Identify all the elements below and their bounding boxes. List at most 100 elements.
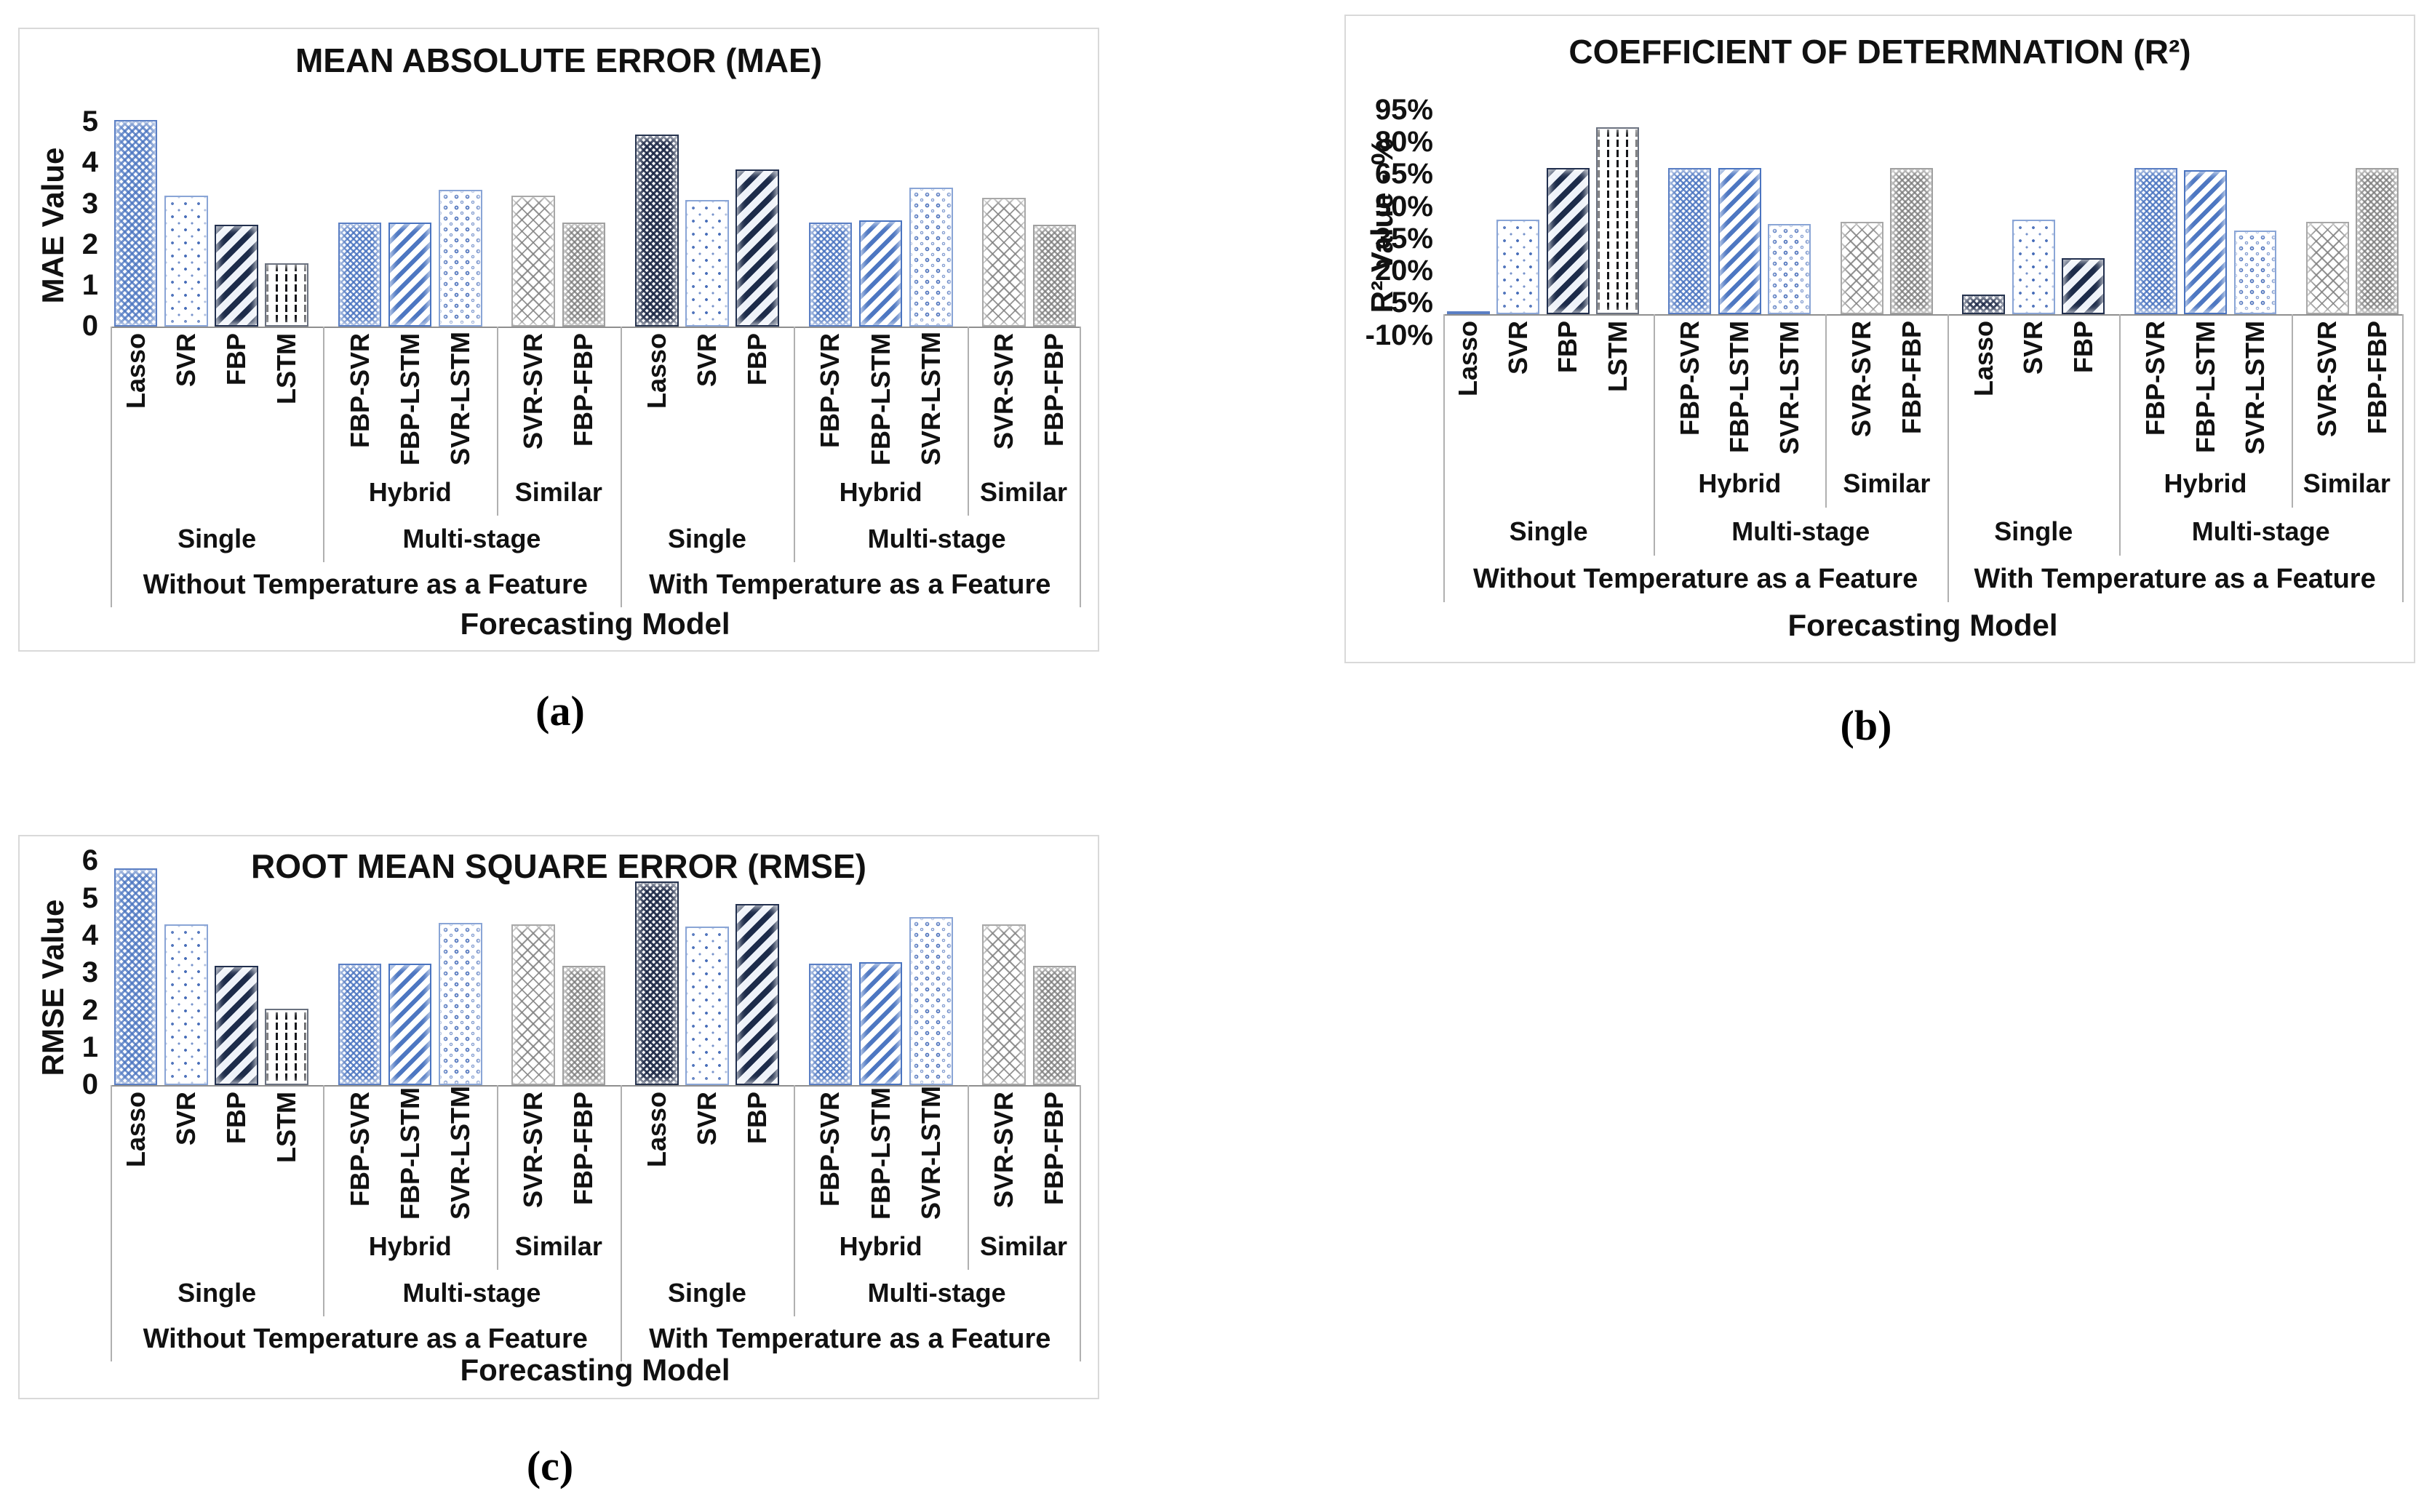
bar-mae-wo-lstm (265, 263, 308, 327)
bar-rmse-w-fbp-lstm (858, 961, 903, 1085)
x-axis-title: Forecasting Model (460, 1353, 730, 1387)
group-divider (794, 1085, 796, 1316)
group-with-temp: With Temperature as a Feature (649, 1323, 1051, 1354)
bar-mae-wo-svr-lstm (439, 189, 482, 327)
y-tick-label: 1 (81, 269, 98, 301)
group-divider (2291, 314, 2293, 508)
y-tick-label: 5 (81, 105, 98, 138)
group-hybrid-w: Hybrid (839, 477, 922, 507)
chart-rmse: ROOT MEAN SQUARE ERROR (RMSE) RMSE Value 6… (18, 835, 1099, 1399)
bar-mae-wo-fbp-lstm (388, 222, 432, 327)
axis-edge-line (1080, 327, 1081, 607)
bar-r2-wo-fbp-lstm (1718, 168, 1761, 314)
bar-mae-wo-svr-svr (511, 196, 555, 327)
group-multi-wo: Multi-stage (402, 524, 541, 553)
group-single-wo: Single (178, 1278, 257, 1308)
bar-mae-w-fbp-svr (808, 222, 853, 327)
y-tick-label: 1 (81, 1031, 98, 1063)
x-axis-line (1443, 314, 2402, 316)
bar-mae-w-fbp-fbp (1032, 224, 1077, 327)
x-category-label-text: FBP-FBP (1039, 1092, 1069, 1205)
group-single-w: Single (667, 524, 746, 553)
group-divider (968, 1085, 970, 1270)
group-divider (794, 327, 796, 562)
group-without-temp: Without Temperature as a Feature (143, 1323, 588, 1354)
y-tick-label: 4 (81, 919, 98, 951)
group-hybrid-wo: Hybrid (368, 477, 452, 507)
bar-rmse-w-svr-lstm (909, 917, 953, 1085)
group-divider (497, 327, 499, 516)
group-hybrid-w: Hybrid (839, 1231, 922, 1261)
group-single-wo: Single (1509, 516, 1588, 546)
group-single-wo: Single (178, 524, 257, 553)
group-divider (620, 1085, 622, 1361)
x-category-label: FBP-FBP (986, 331, 1123, 468)
group-divider (323, 1085, 325, 1316)
group-divider (323, 327, 325, 562)
bar-r2-wo-lstm (1596, 127, 1640, 314)
group-similar-w: Similar (979, 1231, 1068, 1261)
y-tick-label: -10% (1365, 319, 1433, 351)
caption-b: (b) (1840, 702, 1892, 749)
bar-r2-wo-lasso (1446, 311, 1490, 314)
axis-edge-line (1080, 1085, 1081, 1361)
y-tick-label: 5 (81, 881, 98, 914)
y-tick-label: 65% (1374, 158, 1433, 191)
x-axis-title: Forecasting Model (1787, 608, 2058, 642)
y-tick-label: 35% (1374, 222, 1433, 255)
bar-rmse-wo-svr-lstm (439, 922, 482, 1085)
axis-edge-line (2402, 314, 2404, 602)
bar-r2-wo-fbp-fbp (1890, 168, 1934, 314)
bar-mae-w-lasso (635, 134, 679, 327)
bar-mae-wo-fbp (215, 224, 258, 327)
group-with-temp: With Temperature as a Feature (1974, 563, 2376, 594)
y-tick-label: 3 (81, 956, 98, 989)
group-divider (497, 1085, 499, 1270)
bar-rmse-w-svr-svr (982, 924, 1026, 1085)
bar-rmse-wo-fbp-svr (338, 964, 382, 1085)
x-category-label-text: FBP-FBP (2361, 321, 2392, 434)
group-multi-wo: Multi-stage (402, 1278, 541, 1308)
group-similar-w: Similar (979, 477, 1068, 507)
bar-r2-w-svr-lstm (2233, 230, 2277, 314)
x-axis-title: Forecasting Model (460, 607, 730, 641)
bar-r2-w-svr (2012, 220, 2055, 314)
bar-rmse-w-svr (685, 926, 729, 1085)
x-axis-line (111, 1085, 1080, 1087)
bar-mae-wo-lasso (113, 120, 158, 327)
bar-r2-wo-fbp (1546, 168, 1590, 314)
y-tick-label: 2 (81, 993, 98, 1026)
group-divider (968, 327, 970, 516)
bar-r2-w-fbp-svr (2134, 168, 2177, 314)
group-without-temp: Without Temperature as a Feature (143, 569, 588, 600)
bar-rmse-wo-lasso (113, 868, 158, 1085)
bar-mae-w-svr-lstm (909, 187, 953, 327)
bar-r2-wo-fbp-svr (1668, 168, 1712, 314)
bar-mae-wo-svr (164, 196, 208, 327)
bar-rmse-w-fbp (735, 904, 779, 1085)
y-tick-label: 0 (81, 1068, 98, 1101)
group-hybrid-wo: Hybrid (368, 1231, 452, 1261)
bar-mae-w-svr (685, 199, 729, 327)
chart-title: COEFFICIENT OF DETERMNATION (R²) (1568, 33, 2191, 71)
bar-mae-w-svr-svr (982, 197, 1026, 327)
bar-r2-w-lasso (1962, 295, 2006, 314)
bar-r2-wo-svr (1496, 220, 1540, 314)
group-divider (620, 327, 622, 607)
bar-r2-w-fbp-lstm (2184, 170, 2227, 314)
chart-mae: MEAN ABSOLUTE ERROR (MAE) MAE Value 5 4 3 2 1 0… (18, 28, 1099, 652)
bar-rmse-wo-svr (164, 924, 208, 1085)
bar-r2-w-fbp-fbp (2356, 168, 2399, 314)
group-with-temp: With Temperature as a Feature (649, 569, 1051, 600)
caption-a: (a) (535, 687, 585, 735)
bar-rmse-wo-fbp (215, 965, 258, 1085)
group-multi-wo: Multi-stage (1731, 516, 1870, 546)
group-divider (1654, 314, 1656, 556)
bar-rmse-wo-lstm (265, 1008, 308, 1085)
bar-mae-wo-fbp-svr (338, 222, 382, 327)
group-multi-w: Multi-stage (2191, 516, 2330, 546)
x-category-label: FBP-FBP (2308, 319, 2416, 458)
group-without-temp: Without Temperature as a Feature (1472, 563, 1918, 594)
group-single-w: Single (667, 1278, 746, 1308)
